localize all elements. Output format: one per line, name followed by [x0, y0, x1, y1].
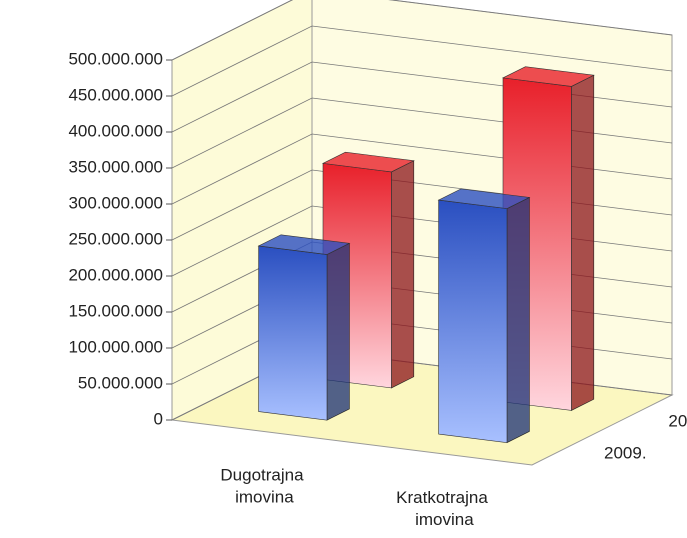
x-tick-label: Dugotrajna imovina	[220, 466, 304, 507]
y-tick-label: 100.000.000	[68, 337, 163, 356]
depth-label: 2009.	[604, 443, 647, 462]
y-tick-label: 500.000.000	[68, 49, 163, 68]
bar-side	[326, 242, 350, 421]
y-tick-label: 250.000.000	[68, 229, 163, 248]
bar-top	[437, 188, 531, 209]
bar-side	[571, 74, 595, 411]
bar-top	[501, 66, 595, 87]
depth-label: 2008.	[668, 411, 687, 430]
bar-top	[257, 234, 351, 255]
y-tick-label: 0	[154, 409, 163, 428]
y-tick-label: 300.000.000	[68, 193, 163, 212]
grid-line	[171, 0, 673, 61]
y-tick-label: 200.000.000	[68, 265, 163, 284]
grid-line	[171, 25, 673, 97]
y-tick-label: 400.000.000	[68, 121, 163, 140]
bar-front	[258, 245, 328, 421]
x-tick-label: Kratkotrajna imovina	[396, 488, 488, 529]
y-tick-label: 150.000.000	[68, 301, 163, 320]
bar-front	[438, 199, 508, 443]
y-tick-label: 350.000.000	[68, 157, 163, 176]
bar-side	[391, 160, 415, 389]
y-tick-label: 50.000.000	[78, 373, 163, 392]
bar-side	[506, 196, 530, 444]
bar-top	[321, 151, 415, 173]
y-tick-label: 450.000.000	[68, 85, 163, 104]
